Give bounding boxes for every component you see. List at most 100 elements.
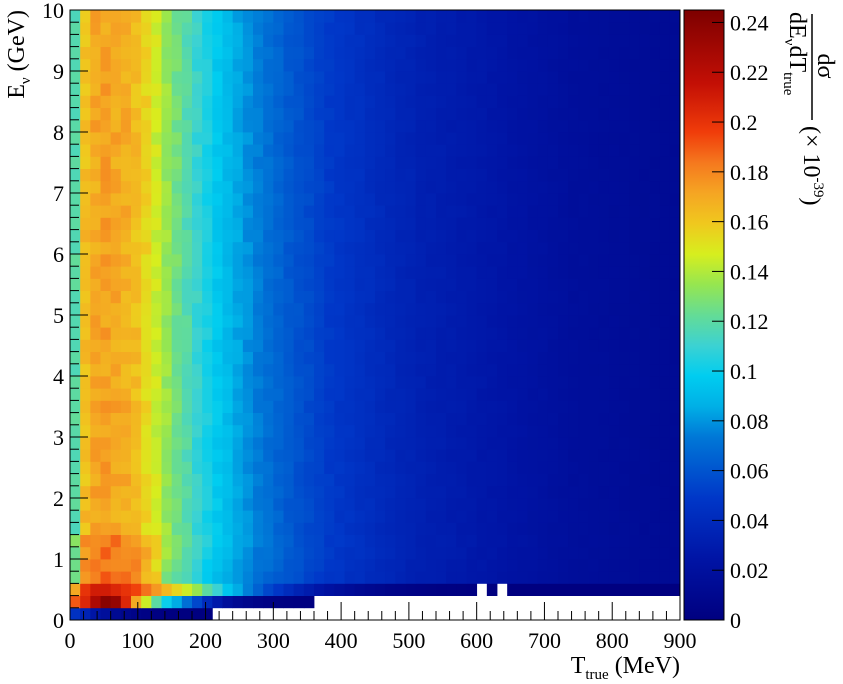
heatmap-cell (446, 437, 457, 450)
heatmap-cell (507, 400, 518, 413)
heatmap-cell (253, 485, 264, 499)
heatmap-cell (324, 46, 335, 60)
heatmap-cell (639, 144, 650, 157)
heatmap-cell (527, 254, 539, 267)
heatmap-cell (517, 376, 528, 389)
heatmap-cell (558, 156, 569, 169)
heatmap-cell (405, 22, 417, 35)
heatmap-cell (283, 522, 295, 535)
x-tick-label: 0 (65, 628, 76, 653)
heatmap-cell (283, 290, 295, 304)
heatmap-cell (395, 534, 406, 548)
heatmap-cell (537, 498, 549, 511)
heatmap-cell (131, 510, 142, 523)
heatmap-cell (425, 559, 437, 572)
heatmap-cell (446, 278, 457, 291)
heatmap-cell (598, 522, 610, 535)
heatmap-cell (110, 327, 122, 340)
x-axis-label: Ttrue (MeV) (571, 653, 680, 683)
heatmap-cell (639, 95, 650, 108)
heatmap-cell (395, 205, 406, 218)
heatmap-cell (303, 351, 315, 365)
heatmap-cell (446, 119, 457, 133)
heatmap-cell (364, 363, 376, 377)
heatmap-cell (100, 156, 112, 169)
heatmap-cell (314, 412, 325, 426)
heatmap-cell (497, 132, 508, 145)
heatmap-cell (497, 412, 508, 426)
heatmap-cell (161, 168, 173, 182)
heatmap-cell (314, 95, 325, 108)
heatmap-cell (659, 95, 671, 108)
heatmap-cell (192, 363, 203, 377)
heatmap-cell (588, 559, 600, 572)
heatmap-cell (192, 546, 203, 560)
heatmap-cell (161, 254, 173, 267)
heatmap-cell (344, 522, 356, 535)
heatmap-cell (303, 241, 315, 255)
heatmap-cell (629, 95, 640, 108)
heatmap-cell (395, 10, 406, 23)
heatmap-cell (425, 34, 437, 47)
heatmap-cell (649, 339, 661, 352)
heatmap-cell (385, 83, 396, 96)
heatmap-cell (131, 10, 142, 23)
heatmap-cell (202, 522, 213, 535)
heatmap-cell (303, 339, 315, 352)
heatmap-cell (558, 449, 569, 462)
heatmap-cell (558, 559, 569, 572)
heatmap-cell (202, 315, 213, 328)
heatmap-cell (344, 278, 356, 291)
heatmap-cell (578, 559, 589, 572)
heatmap-cell (649, 95, 661, 108)
heatmap-cell (456, 302, 467, 316)
heatmap-cell (415, 46, 427, 60)
heatmap-cell (547, 266, 559, 279)
heatmap-cell (90, 546, 101, 560)
heatmap-cell (293, 327, 305, 340)
heatmap-cell (405, 156, 417, 169)
heatmap-cell (293, 400, 305, 413)
heatmap-cell (415, 522, 427, 535)
heatmap-cell (405, 58, 417, 72)
heatmap-cell (212, 205, 223, 218)
heatmap-cell (314, 559, 325, 572)
heatmap-cell (273, 34, 284, 47)
heatmap-cell (151, 290, 162, 304)
heatmap-cell (212, 595, 223, 609)
heatmap-cell (486, 278, 498, 291)
heatmap-cell (141, 424, 152, 438)
heatmap-cell (568, 168, 579, 182)
heatmap-cell (497, 559, 508, 572)
heatmap-cell (161, 437, 173, 450)
heatmap-cell (70, 302, 81, 316)
heatmap-cell (446, 546, 457, 560)
heatmap-cell (202, 205, 213, 218)
heatmap-cell (507, 339, 518, 352)
heatmap-cell (375, 266, 386, 279)
heatmap-cell (476, 83, 488, 96)
heatmap-cell (181, 595, 193, 609)
heatmap-cell (273, 485, 284, 499)
heatmap-cell (242, 473, 254, 487)
heatmap-cell (466, 58, 478, 72)
heatmap-cell (161, 363, 173, 377)
heatmap-cell (181, 217, 193, 230)
heatmap-cell (415, 485, 427, 499)
heatmap-cell (141, 180, 152, 194)
heatmap-cell (283, 388, 295, 401)
heatmap-cell (517, 168, 528, 182)
heatmap-cell (131, 522, 142, 535)
heatmap-cell (314, 351, 325, 365)
heatmap-cell (375, 315, 386, 328)
heatmap-cell (588, 376, 600, 389)
heatmap-cell (497, 119, 508, 133)
heatmap-cell (232, 546, 244, 560)
heatmap-cell (466, 498, 478, 511)
heatmap-cell (395, 473, 406, 487)
heatmap-cell (507, 180, 518, 194)
heatmap-cell (90, 461, 101, 474)
heatmap-cell (568, 437, 579, 450)
heatmap-cell (110, 534, 122, 548)
heatmap-cell (171, 34, 183, 47)
